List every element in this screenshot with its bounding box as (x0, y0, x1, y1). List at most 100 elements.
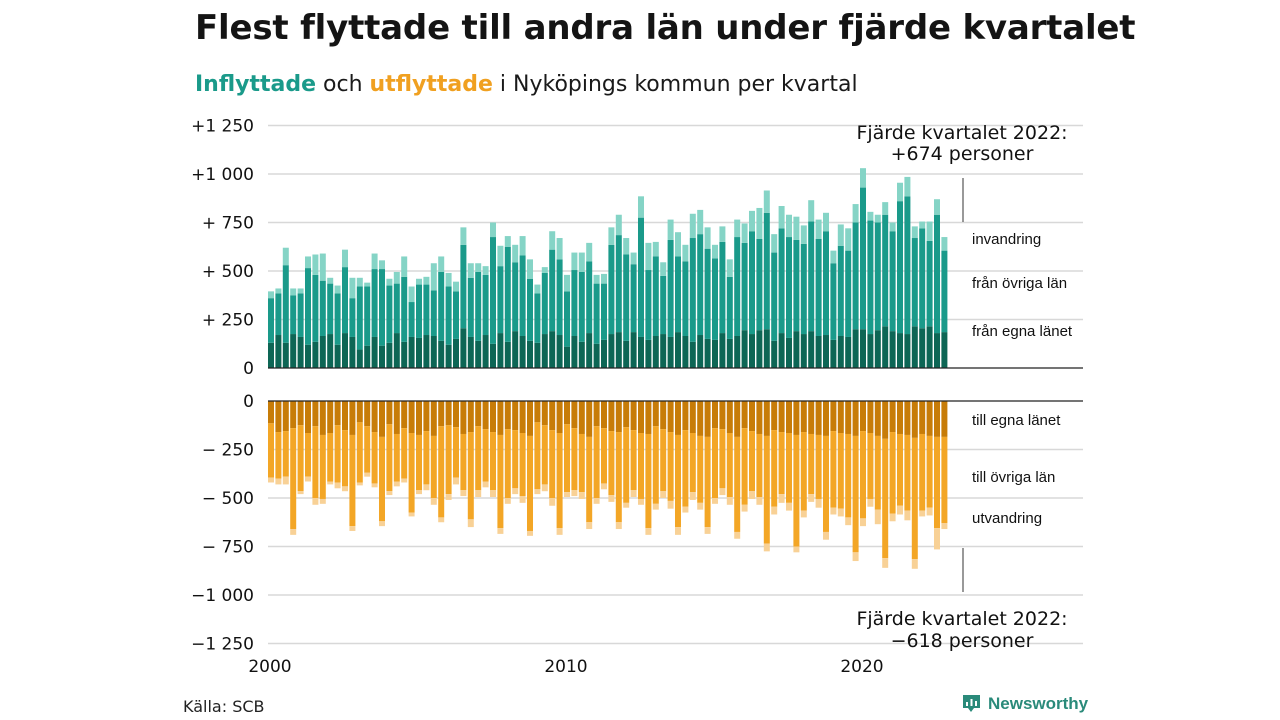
bar-segment (756, 207, 763, 239)
bar-segment (897, 333, 903, 368)
bar-segment (445, 425, 452, 495)
bar-segment (845, 228, 852, 251)
bar-segment (327, 433, 334, 482)
bar-segment (401, 276, 408, 342)
bar-segment (408, 433, 415, 513)
bar-segment (704, 527, 711, 534)
bar-segment (911, 226, 918, 239)
bar-segment (712, 339, 718, 368)
bar-segment (897, 201, 903, 334)
bar-segment (934, 333, 940, 368)
bar-segment (356, 482, 363, 486)
bar-segment (453, 401, 459, 428)
bar-segment (349, 401, 356, 435)
bar-segment (349, 336, 356, 368)
bar-segment (541, 334, 548, 368)
bar-segment (941, 250, 948, 333)
bar-segment (682, 244, 689, 262)
bar-segment (268, 477, 274, 483)
bar-segment (416, 284, 422, 338)
bar-segment (786, 337, 792, 368)
bar-segment (697, 401, 704, 436)
bar-segment (697, 335, 704, 368)
bar-segment (482, 401, 489, 430)
bar-segment (800, 510, 807, 518)
chart-title: Flest flyttade till andra län under fjär… (195, 8, 1136, 48)
newsworthy-logo[interactable]: Newsworthy (961, 693, 1088, 714)
bar-segment (830, 263, 837, 340)
bar-segment (934, 214, 940, 334)
bar-segment (512, 430, 519, 489)
bar-segment (904, 401, 911, 435)
bar-segment (593, 283, 600, 344)
bar-segment (593, 343, 600, 368)
series-label: utvandring (972, 510, 1042, 527)
bar-segment (386, 424, 393, 492)
bar-segment (741, 330, 748, 368)
bar-segment (763, 329, 770, 368)
bar-segment (675, 401, 681, 435)
bar-segment (593, 401, 600, 427)
bar-segment (719, 333, 726, 368)
bar-segment (786, 502, 792, 511)
bar-segment (904, 196, 911, 335)
bar-segment (926, 507, 933, 516)
bar-segment (386, 342, 393, 368)
bar-segment (312, 254, 319, 275)
bar-segment (453, 338, 459, 368)
y-tick-label: − 750 (202, 538, 254, 558)
bar-segment (867, 433, 874, 499)
bar-segment (741, 428, 748, 505)
bar-segment (356, 422, 363, 483)
bar-segment (615, 432, 622, 523)
bar-segment (549, 498, 556, 506)
bar-segment (675, 434, 681, 528)
bar-segment (401, 401, 408, 429)
bar-segment (408, 401, 415, 434)
bar-segment (889, 432, 896, 514)
bar-segment (297, 288, 304, 294)
annotation-top: Fjärde kvartalet 2022: (856, 122, 1067, 144)
bar-segment (608, 244, 615, 335)
y-tick-label: −1 000 (191, 586, 254, 606)
bar-segment (630, 401, 637, 431)
bar-segment (512, 488, 519, 495)
bar-segment (852, 435, 859, 553)
bar-segment (778, 206, 785, 229)
bar-segment (527, 340, 533, 368)
bar-segment (356, 277, 363, 287)
bar-segment (749, 334, 755, 368)
bar-segment (719, 226, 726, 242)
bar-segment (874, 509, 881, 525)
bar-segment (416, 401, 422, 435)
bar-segment (667, 432, 674, 501)
bar-segment (586, 242, 593, 262)
bar-segment (490, 222, 496, 238)
bar-segment (512, 401, 519, 431)
y-tick-label: − 500 (202, 489, 254, 509)
bar-segment (460, 227, 467, 245)
bar-segment (615, 214, 622, 236)
bar-segment (793, 239, 800, 332)
bar-segment (904, 176, 911, 197)
bar-segment (763, 435, 770, 544)
bar-segment (689, 433, 696, 493)
bar-segment (608, 401, 615, 432)
bar-segment (667, 336, 674, 368)
bar-segment (408, 336, 415, 368)
series-label: invandring (972, 231, 1041, 248)
bar-segment (578, 252, 585, 272)
bar-segment (704, 248, 711, 339)
bar-segment (482, 335, 489, 368)
bar-segment (615, 332, 622, 368)
bar-segment (852, 204, 859, 223)
bar-segment (475, 426, 482, 491)
bar-segment (837, 433, 844, 509)
bar-segment (652, 401, 659, 427)
bar-segment (534, 342, 541, 368)
bar-segment (741, 242, 748, 331)
bar-segment (282, 401, 289, 432)
bar-segment (712, 498, 718, 504)
bar-segment (319, 434, 326, 499)
bar-segment (467, 519, 474, 528)
